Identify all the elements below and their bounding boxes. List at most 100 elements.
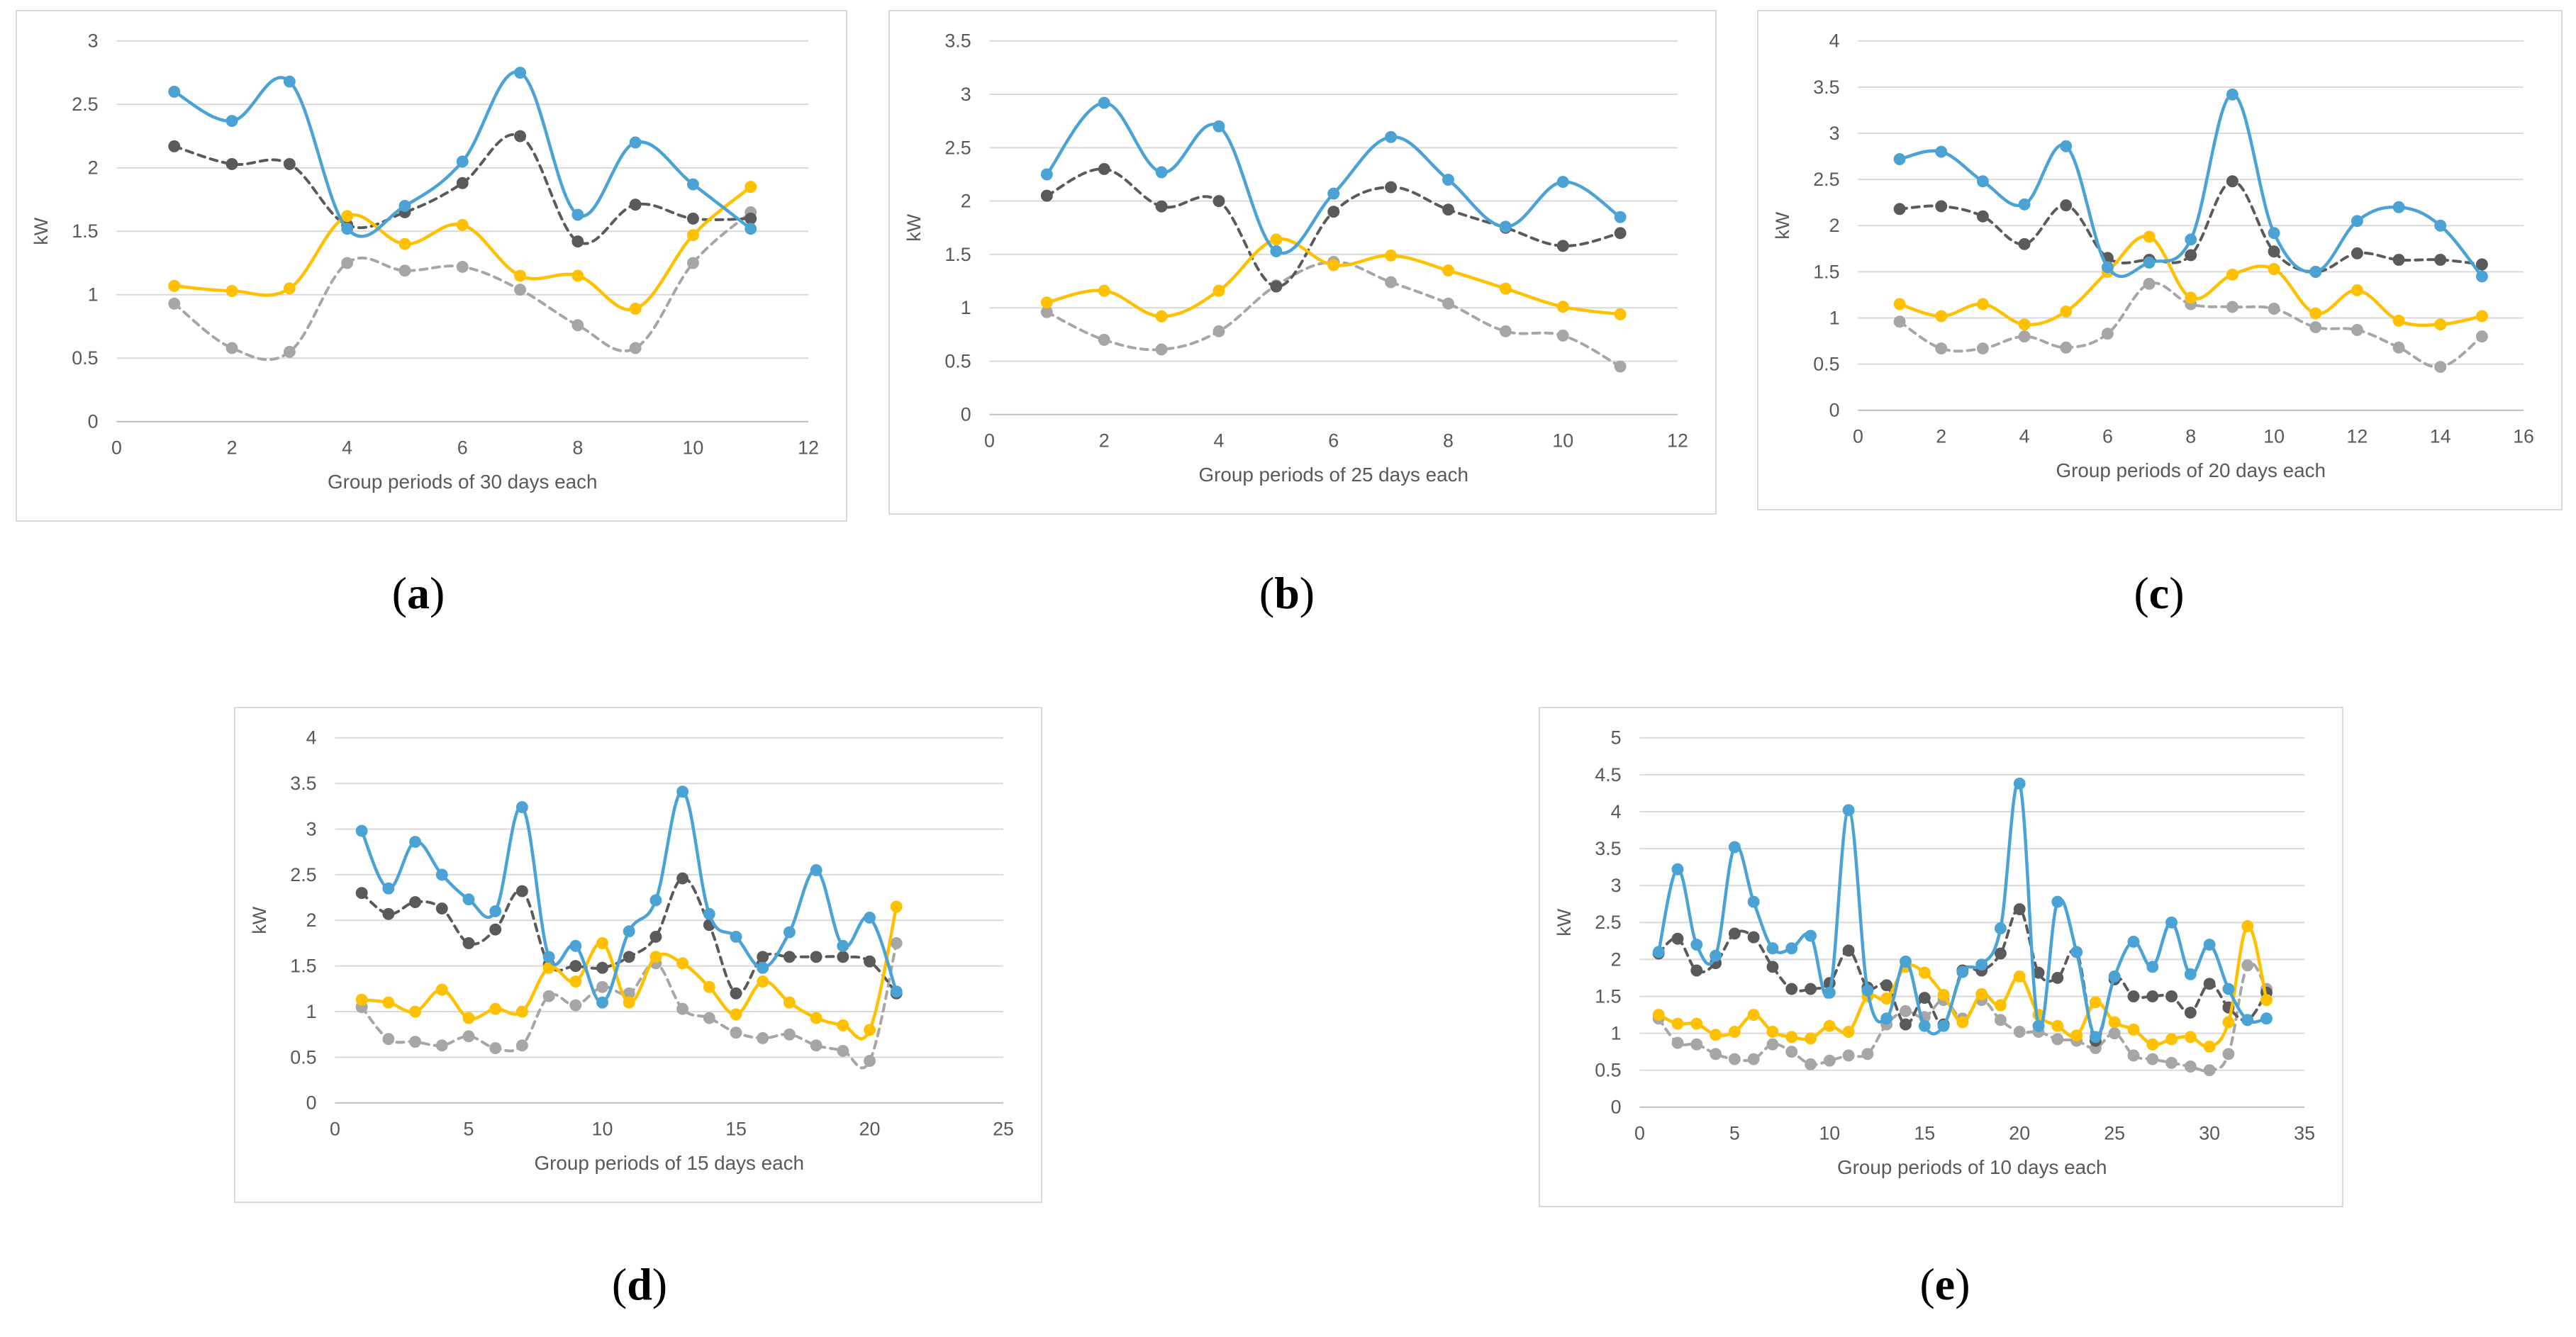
point-d-series-4-16 xyxy=(757,1031,769,1044)
point-c-series-3-7 xyxy=(2143,230,2156,243)
point-d-series-1-8 xyxy=(542,951,555,963)
x-tick-label-c: 14 xyxy=(2430,426,2451,447)
point-b-series-1-5 xyxy=(1270,245,1283,257)
x-tick-label-d: 10 xyxy=(592,1119,613,1140)
point-d-series-3-4 xyxy=(435,983,448,996)
point-d-series-3-16 xyxy=(757,975,769,988)
point-d-series-3-5 xyxy=(462,1012,475,1024)
point-c-series-1-2 xyxy=(1935,145,1948,158)
point-a-series-3-2 xyxy=(225,284,238,297)
x-tick-label-e: 25 xyxy=(2104,1123,2125,1144)
point-d-series-4-3 xyxy=(409,1036,422,1048)
y-tick-label-e: 0.5 xyxy=(1595,1060,1621,1081)
point-a-series-3-8 xyxy=(571,269,584,282)
y-tick-label-a: 0.5 xyxy=(72,347,98,369)
point-c-series-4-15 xyxy=(2475,330,2488,343)
point-e-series-1-18 xyxy=(1975,958,1988,971)
point-e-series-1-23 xyxy=(2070,946,2083,958)
point-e-series-1-10 xyxy=(1823,986,1836,999)
point-c-series-3-14 xyxy=(2434,318,2447,331)
point-d-series-3-2 xyxy=(382,996,395,1009)
point-c-series-3-10 xyxy=(2268,263,2280,275)
point-b-series-4-11 xyxy=(1614,360,1627,373)
point-c-series-4-5 xyxy=(2060,341,2073,354)
point-e-series-2-6 xyxy=(1747,931,1760,944)
point-e-series-2-30 xyxy=(2203,978,2216,990)
point-b-series-3-5 xyxy=(1270,233,1283,246)
point-e-series-1-30 xyxy=(2203,939,2216,951)
point-c-series-1-3 xyxy=(1976,175,1989,188)
point-d-series-1-15 xyxy=(730,931,742,943)
point-c-series-4-7 xyxy=(2143,277,2156,290)
chart-e: 0 0.5 1 1.5 2 2.5 3 3.5 4 4.5 5 0 5 10 15 20 25 30 35 Group… xyxy=(1554,727,2315,1179)
line-a-series-3 xyxy=(172,185,753,312)
point-e-series-2-20 xyxy=(2013,903,2026,915)
y-tick-label-c: 1.5 xyxy=(1813,261,1839,282)
point-e-series-3-10 xyxy=(1823,1019,1836,1032)
x-tick-label-c: 8 xyxy=(2185,426,2196,447)
x-tick-label-b: 10 xyxy=(1552,430,1573,452)
point-c-series-1-13 xyxy=(2392,201,2405,213)
point-e-series-1-7 xyxy=(1766,942,1779,955)
point-e-series-4-8 xyxy=(1785,1046,1798,1058)
point-a-series-1-8 xyxy=(571,208,584,221)
point-d-series-1-12 xyxy=(649,894,662,907)
point-a-series-1-11 xyxy=(745,223,757,235)
point-d-series-3-3 xyxy=(409,1005,422,1018)
point-c-series-2-8 xyxy=(2185,249,2197,262)
point-c-series-1-6 xyxy=(2101,261,2114,274)
point-d-series-1-3 xyxy=(409,836,422,848)
point-c-series-2-13 xyxy=(2392,254,2405,266)
x-tick-label-e: 5 xyxy=(1729,1123,1740,1144)
y-tick-label-d: 3.5 xyxy=(290,773,316,794)
point-b-series-3-8 xyxy=(1442,264,1454,276)
point-a-series-3-10 xyxy=(686,229,699,242)
point-d-series-3-20 xyxy=(864,1024,876,1036)
point-d-series-4-8 xyxy=(542,990,555,1002)
y-tick-label-e: 2 xyxy=(1611,949,1622,970)
point-d-series-1-2 xyxy=(382,882,395,895)
point-e-series-4-7 xyxy=(1766,1038,1779,1051)
point-e-series-3-9 xyxy=(1805,1032,1817,1045)
point-d-series-4-6 xyxy=(489,1042,502,1054)
point-d-series-2-2 xyxy=(382,907,395,920)
point-c-series-3-3 xyxy=(1976,298,1989,311)
point-d-series-3-14 xyxy=(703,980,715,993)
point-a-series-1-3 xyxy=(283,75,296,88)
point-a-series-1-5 xyxy=(398,200,411,212)
point-b-series-2-6 xyxy=(1327,206,1340,218)
point-d-series-3-1 xyxy=(355,993,368,1006)
point-b-series-3-11 xyxy=(1614,308,1627,320)
point-a-series-2-9 xyxy=(629,198,642,211)
point-c-series-2-14 xyxy=(2434,254,2447,266)
point-a-series-4-6 xyxy=(456,260,469,273)
point-e-series-2-11 xyxy=(1842,944,1855,957)
point-e-series-1-15 xyxy=(1918,1019,1931,1032)
y-tick-label-d: 0.5 xyxy=(290,1046,316,1068)
point-e-series-1-4 xyxy=(1710,949,1722,962)
y-axis-label-b: kW xyxy=(903,213,925,241)
point-e-series-4-19 xyxy=(1994,1014,2007,1026)
y-tick-label-b: 1 xyxy=(961,297,971,318)
point-e-series-1-8 xyxy=(1785,942,1798,955)
y-tick-label-b: 2 xyxy=(961,191,971,212)
point-b-series-2-10 xyxy=(1556,240,1569,252)
x-tick-label-d: 0 xyxy=(330,1119,340,1140)
point-c-series-4-6 xyxy=(2101,328,2114,340)
point-e-series-4-4 xyxy=(1710,1048,1722,1061)
point-d-series-2-13 xyxy=(676,872,689,885)
point-e-series-3-5 xyxy=(1728,1026,1741,1038)
point-c-series-2-15 xyxy=(2475,258,2488,271)
x-axis-label-a: Group periods of 30 days each xyxy=(328,471,598,493)
point-c-series-1-12 xyxy=(2351,215,2363,228)
point-e-series-1-31 xyxy=(2222,983,2235,995)
point-e-series-1-26 xyxy=(2127,935,2140,948)
point-a-series-1-2 xyxy=(225,115,238,127)
y-tick-label-d: 1.5 xyxy=(290,956,316,977)
point-e-series-2-7 xyxy=(1766,961,1779,973)
point-d-series-2-15 xyxy=(730,987,742,1000)
point-e-series-4-31 xyxy=(2222,1048,2235,1061)
point-e-series-3-33 xyxy=(2260,994,2273,1007)
point-e-series-4-6 xyxy=(1747,1053,1760,1065)
point-d-series-1-20 xyxy=(864,911,876,924)
